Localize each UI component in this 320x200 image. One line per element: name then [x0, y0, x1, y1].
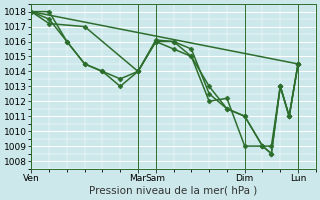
X-axis label: Pression niveau de la mer( hPa ): Pression niveau de la mer( hPa ) — [90, 186, 258, 196]
